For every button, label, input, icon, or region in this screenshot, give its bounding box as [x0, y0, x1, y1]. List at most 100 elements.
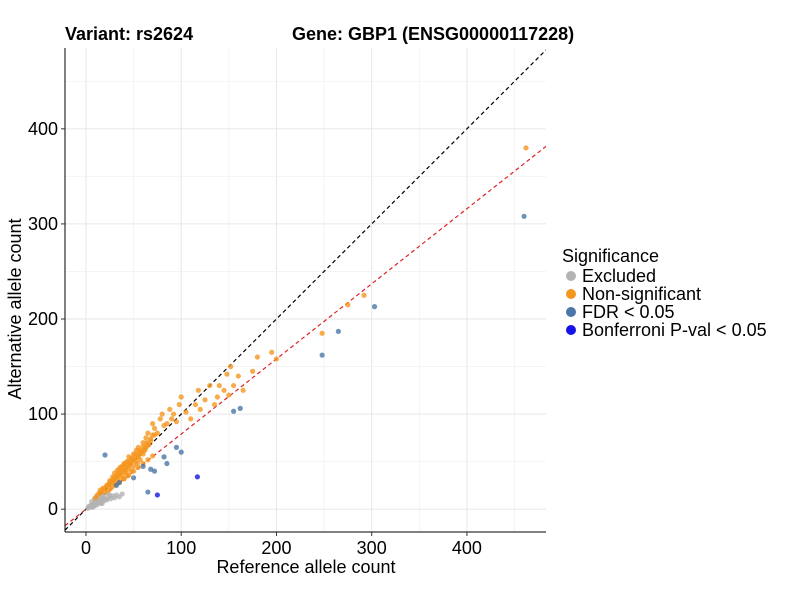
point-non-significant — [140, 440, 146, 446]
point-non-significant — [144, 440, 150, 446]
point-non-significant — [214, 394, 220, 400]
point-non-significant — [221, 387, 227, 393]
point-non-significant — [176, 401, 182, 408]
point-non-significant — [224, 371, 230, 377]
point-non-significant — [173, 419, 180, 425]
point-non-significant — [157, 416, 163, 422]
point-non-significant — [148, 436, 154, 442]
point-fdr-0-05 — [130, 475, 137, 481]
point-excluded — [90, 504, 96, 510]
legend: Significance Excluded Non-significant FD… — [562, 246, 767, 340]
point-non-significant — [523, 145, 529, 151]
legend-key-fdr — [566, 307, 576, 317]
point-fdr-0-05 — [521, 213, 527, 219]
point-fdr-0-05 — [161, 454, 167, 460]
point-non-significant — [117, 464, 123, 470]
point-fdr-0-05 — [230, 408, 237, 414]
point-non-significant — [145, 430, 151, 436]
point-fdr-0-05 — [371, 304, 378, 310]
point-non-significant — [240, 387, 246, 393]
x-tick-label: 100 — [166, 538, 196, 558]
point-non-significant — [188, 416, 194, 422]
point-bonferroni-p-val-0-05 — [154, 492, 160, 498]
point-non-significant — [197, 406, 203, 412]
y-tick-label: 400 — [28, 119, 58, 139]
point-non-significant — [202, 397, 208, 403]
point-fdr-0-05 — [237, 405, 243, 411]
point-fdr-0-05 — [319, 352, 325, 358]
point-non-significant — [170, 411, 177, 417]
point-non-significant — [226, 392, 232, 398]
point-non-significant — [195, 387, 201, 393]
point-non-significant — [211, 401, 218, 408]
point-fdr-0-05 — [140, 463, 146, 469]
point-non-significant — [145, 457, 151, 463]
point-non-significant — [150, 453, 156, 459]
point-non-significant — [192, 401, 199, 408]
y-axis-title: Alternative allele count — [5, 218, 25, 399]
legend-key-bonferroni — [566, 325, 576, 335]
legend-key-non-significant — [566, 289, 576, 299]
point-non-significant — [151, 432, 158, 438]
point-fdr-0-05 — [145, 489, 151, 495]
point-non-significant — [167, 406, 173, 412]
y-tick-label: 200 — [28, 309, 58, 329]
legend-item-non-significant: Non-significant — [562, 283, 767, 304]
point-fdr-0-05 — [335, 328, 341, 334]
data-points — [85, 145, 529, 511]
point-non-significant — [216, 382, 222, 389]
point-fdr-0-05 — [116, 479, 122, 486]
point-non-significant — [151, 425, 158, 431]
point-excluded — [98, 500, 104, 507]
legend-label-non-significant: Non-significant — [582, 283, 702, 304]
point-non-significant — [132, 451, 139, 457]
y-tick-label: 100 — [28, 404, 58, 424]
point-non-significant — [150, 420, 156, 427]
y-tick-label: 0 — [48, 499, 58, 519]
tick-marks: 0 100 200 300 400 0 100 200 300 400 — [28, 119, 482, 558]
point-fdr-0-05 — [164, 460, 170, 467]
legend-label-excluded: Excluded — [582, 265, 657, 286]
point-fdr-0-05 — [173, 444, 180, 450]
point-non-significant — [125, 459, 131, 465]
x-tick-label: 400 — [452, 538, 482, 558]
point-non-significant — [228, 363, 234, 370]
legend-label-fdr: FDR < 0.05 — [582, 301, 675, 322]
point-non-significant — [250, 368, 256, 374]
point-non-significant — [130, 468, 137, 474]
point-non-significant — [121, 476, 127, 482]
point-non-significant — [230, 382, 237, 389]
point-non-significant — [345, 302, 351, 308]
x-tick-label: 0 — [81, 538, 91, 558]
point-non-significant — [126, 472, 132, 478]
point-non-significant — [121, 461, 127, 468]
point-non-significant — [319, 330, 325, 336]
point-non-significant — [129, 455, 135, 461]
point-excluded — [119, 491, 125, 497]
point-non-significant — [254, 354, 260, 360]
point-fdr-0-05 — [151, 468, 158, 474]
point-non-significant — [159, 411, 165, 417]
legend-label-bonferroni: Bonferroni P-val < 0.05 — [582, 319, 767, 340]
chart-title-gene: Gene: GBP1 (ENSG00000117228) — [292, 24, 575, 44]
x-axis-title: Reference allele count — [216, 557, 395, 577]
point-fdr-0-05 — [102, 452, 108, 458]
point-bonferroni-p-val-0-05 — [194, 474, 200, 480]
legend-title: Significance — [562, 246, 660, 266]
point-non-significant — [164, 420, 170, 427]
x-tick-label: 200 — [261, 538, 291, 558]
point-non-significant — [235, 373, 241, 379]
point-excluded — [103, 497, 109, 503]
point-non-significant — [140, 443, 146, 450]
chart-title-variant: Variant: rs2624 — [65, 24, 194, 44]
point-non-significant — [269, 349, 275, 355]
legend-key-excluded — [566, 271, 576, 281]
legend-item-fdr: FDR < 0.05 — [562, 301, 767, 322]
point-non-significant — [183, 409, 189, 415]
point-non-significant — [178, 394, 184, 400]
point-non-significant — [207, 382, 213, 389]
legend-item-excluded: Excluded — [562, 265, 767, 286]
point-non-significant — [361, 292, 367, 298]
y-tick-label: 300 — [28, 214, 58, 234]
